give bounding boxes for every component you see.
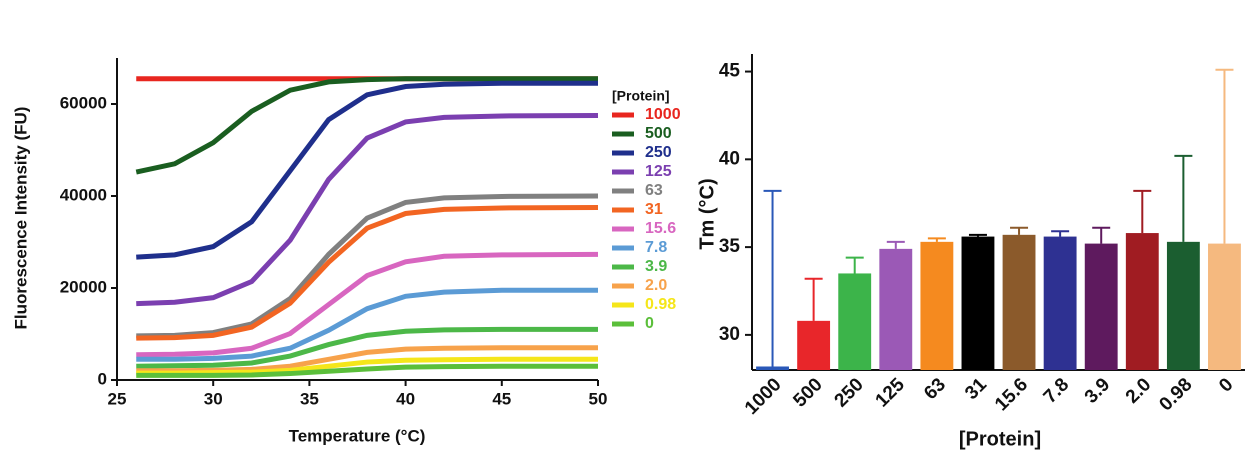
y-axis-label: Fluorescence Intensity (FU) [11,107,30,330]
bar [1002,234,1036,370]
x-tick-label: 45 [492,389,511,408]
y-tick-label: 40 [719,148,740,169]
legend-label: 250 [645,144,672,161]
legend-label: 500 [645,125,672,142]
line [136,205,599,341]
error-bar [1010,226,1029,235]
bar [1125,233,1159,370]
x-tick-label: 50 [589,389,608,408]
line [136,356,598,376]
error-bar [1215,68,1234,244]
line [136,251,599,358]
line [136,363,598,378]
x-tick-label: 125 [872,374,910,412]
y-tick-label: 30 [719,324,740,345]
x-tick-label: 250 [831,374,868,411]
x-tick-label: 63 [920,374,950,404]
error-bar [1092,226,1111,244]
error-bar [886,240,905,249]
x-tick-label: 500 [789,374,826,411]
bar [879,248,913,370]
line [136,80,598,260]
x-axis-label: [Protein] [959,428,1041,450]
y-tick-label: 40000 [60,185,107,204]
x-tick-label: 0.98 [1155,374,1196,415]
legend-label: 15.6 [645,220,676,237]
x-tick-label: 30 [204,389,223,408]
bar [838,273,872,370]
x-axis-label: Temperature (°C) [289,426,426,445]
bar [756,366,789,370]
y-tick-label: 35 [719,236,741,257]
bar [920,241,954,370]
error-bar [804,277,823,321]
legend-label: 0.98 [645,296,676,313]
left-panel: Temperature (°C) Fluorescence Intensity … [11,88,669,446]
bar [797,320,831,370]
x-tick-label: 7.8 [1040,374,1074,408]
right-panel: [Protein] Tm (°C) [696,178,1041,450]
legend-label: 7.8 [645,239,667,256]
bar [1084,243,1118,370]
legend-label: 2.0 [645,277,667,294]
line [136,287,598,362]
x-tick-label: 15.6 [991,374,1032,415]
line [136,326,598,369]
x-tick-label: 35 [300,389,319,408]
bar [1166,241,1200,370]
x-tick-label: 0 [1215,374,1237,396]
error-bar [845,256,864,274]
line [136,113,599,307]
y-tick-label: 45 [719,61,741,82]
x-tick-label: 3.9 [1081,374,1115,408]
y-axis-label: Tm (°C) [696,178,718,249]
bar [1043,236,1077,370]
error-bar [968,233,987,237]
error-bar [763,189,782,367]
x-tick-label: 31 [961,374,991,404]
error-bar [1174,154,1193,242]
legend-label: 125 [645,163,672,180]
x-tick-label: 40 [396,389,415,408]
x-tick-label: 25 [108,389,127,408]
y-tick-label: 0 [98,369,107,388]
error-bar [1133,189,1152,234]
bar [1208,243,1241,370]
bar [961,236,995,370]
x-tick-label: 2.0 [1122,374,1156,408]
y-tick-label: 20000 [60,277,107,296]
line [135,76,598,175]
error-bar [1051,230,1070,237]
y-tick-label: 60000 [60,93,107,112]
x-tick-label: 1000 [741,374,786,419]
legend-label: 0 [645,315,654,332]
line [136,193,599,339]
error-bar [927,237,946,242]
legend-label: 31 [645,201,663,218]
legend-label: 63 [645,182,663,199]
legend-title: [Protein] [612,88,670,104]
legend-label: 3.9 [645,258,667,275]
legend-label: 1000 [645,106,681,123]
